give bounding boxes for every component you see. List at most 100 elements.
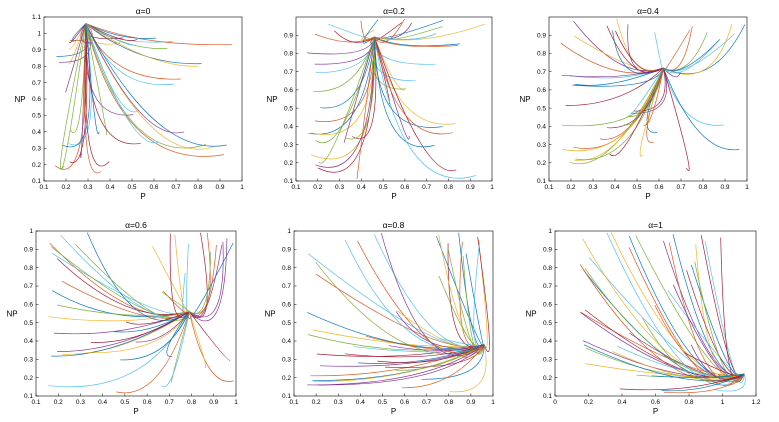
y-tick-label: 0.4 [32, 129, 41, 136]
x-tick-label: 0.2 [584, 399, 593, 406]
trajectory-group [579, 232, 746, 394]
trajectory-line [62, 311, 190, 355]
x-tick-label: 0.3 [335, 184, 344, 191]
trajectory-line [385, 344, 485, 368]
trajectory-line [624, 67, 664, 126]
y-tick-label: 0.7 [32, 80, 41, 87]
trajectory-line [663, 67, 724, 126]
trajectory-group [560, 18, 746, 171]
trajectory-line [374, 36, 410, 140]
x-tick-label: 0.2 [61, 184, 70, 191]
trajectory-line [374, 36, 405, 91]
trajectory-line [439, 338, 486, 347]
y-tick-label: 0.7 [284, 69, 293, 76]
x-tick-label: 0.6 [654, 184, 663, 191]
x-tick-label: 0.9 [466, 399, 475, 406]
y-tick-label: 0.6 [282, 302, 291, 309]
x-tick-label: 0.2 [566, 184, 575, 191]
trajectory-line [85, 23, 159, 144]
y-tick-label: 0.1 [284, 178, 293, 185]
y-tick-label: 0.4 [543, 338, 552, 345]
x-axis-label: P [391, 407, 396, 416]
y-tick-label: 0.6 [537, 87, 546, 94]
trajectory-line [85, 23, 206, 149]
x-tick-label: 0.7 [422, 399, 431, 406]
x-tick-label: 0.6 [651, 399, 660, 406]
trajectory-line [372, 36, 416, 82]
trajectory-line [56, 258, 190, 315]
x-tick-label: 0.4 [357, 184, 366, 191]
x-axis-label: P [140, 192, 145, 201]
x-tick-label: 0.5 [632, 184, 641, 191]
x-tick-label: 0.4 [98, 399, 107, 406]
y-axis-label: NP [14, 95, 25, 104]
trajectory-line [307, 344, 485, 386]
x-tick-label: 0.6 [400, 184, 409, 191]
trajectory-group [307, 232, 490, 393]
trajectory-line [85, 23, 100, 135]
trajectory-line [161, 291, 194, 315]
y-tick-label: 0.3 [284, 142, 293, 149]
trajectory-line [720, 237, 745, 383]
trajectory-line [71, 23, 87, 42]
trajectory-line [343, 36, 375, 143]
y-tick-label: 0.6 [24, 302, 33, 309]
x-tick-label: 0.7 [422, 184, 431, 191]
trajectory-line [120, 311, 190, 361]
trajectory-line [68, 23, 87, 44]
trajectory-line [317, 344, 485, 386]
y-tick-label: 0.5 [32, 113, 41, 120]
chart-panel-1: 0.1 0.2 0.3 0.4 0.5 0.6 0.7 0.8 0.9 1 0.1 0.2 0.3 0.4… [14, 6, 244, 201]
trajectory-line [169, 233, 190, 318]
trajectory-line [68, 23, 87, 64]
y-tick-label: 0.9 [24, 247, 33, 254]
x-tick-label: 1.2 [751, 399, 760, 406]
x-tick-label: 0.8 [698, 184, 707, 191]
y-tick-label: 0.5 [537, 105, 546, 112]
x-axis-label: P [653, 407, 658, 416]
trajectory-line [663, 41, 718, 74]
x-tick-label: 0.3 [83, 184, 92, 191]
x-tick-label: 0.6 [400, 399, 409, 406]
trajectory-line [48, 311, 190, 388]
x-axis-label: P [645, 192, 650, 201]
y-axis-label: NP [6, 310, 17, 319]
trajectory-line [561, 67, 664, 78]
y-tick-label: 0.4 [282, 338, 291, 345]
x-tick-label: 0.3 [76, 399, 85, 406]
y-tick-label: 0.1 [32, 178, 41, 185]
y-tick-label: 0.2 [282, 375, 291, 382]
x-tick-label: 0.8 [193, 184, 202, 191]
trajectory-line [356, 36, 375, 179]
y-tick-label: 0.3 [537, 142, 546, 149]
trajectory-line [374, 36, 458, 47]
trajectory-line [360, 20, 375, 41]
trajectory-line [68, 23, 92, 146]
plot-frame [293, 230, 494, 397]
y-tick-label: 0.5 [24, 320, 33, 327]
trajectory-line [84, 23, 102, 174]
chart-panel-5: 0.1 0.2 0.3 0.4 0.5 0.6 0.7 0.8 0.9 1 0.1 0.2 0.3 0.4… [264, 220, 495, 416]
y-tick-label: 0.2 [543, 375, 552, 382]
trajectory-line [663, 67, 690, 171]
trajectory-line [395, 344, 485, 371]
x-tick-label: 0.9 [720, 184, 729, 191]
trajectory-line [85, 23, 199, 67]
x-tick-label: 0.2 [312, 399, 321, 406]
y-tick-label: 0.3 [543, 357, 552, 364]
trajectory-line [113, 311, 190, 333]
trajectory-line [615, 30, 664, 72]
trajectory-line [48, 311, 190, 322]
trajectory-line [401, 344, 485, 389]
trajectory-line [189, 311, 231, 361]
trajectory-line [85, 23, 108, 136]
x-tick-label: 0.5 [120, 399, 129, 406]
x-tick-label: 0.1 [544, 184, 553, 191]
trajectory-line [663, 32, 708, 71]
trajectory-line [651, 373, 745, 378]
panel-title: α=0 [136, 6, 151, 16]
trajectory-line [84, 23, 110, 167]
trajectory-line [189, 241, 224, 318]
x-tick-label: 0.7 [676, 184, 685, 191]
